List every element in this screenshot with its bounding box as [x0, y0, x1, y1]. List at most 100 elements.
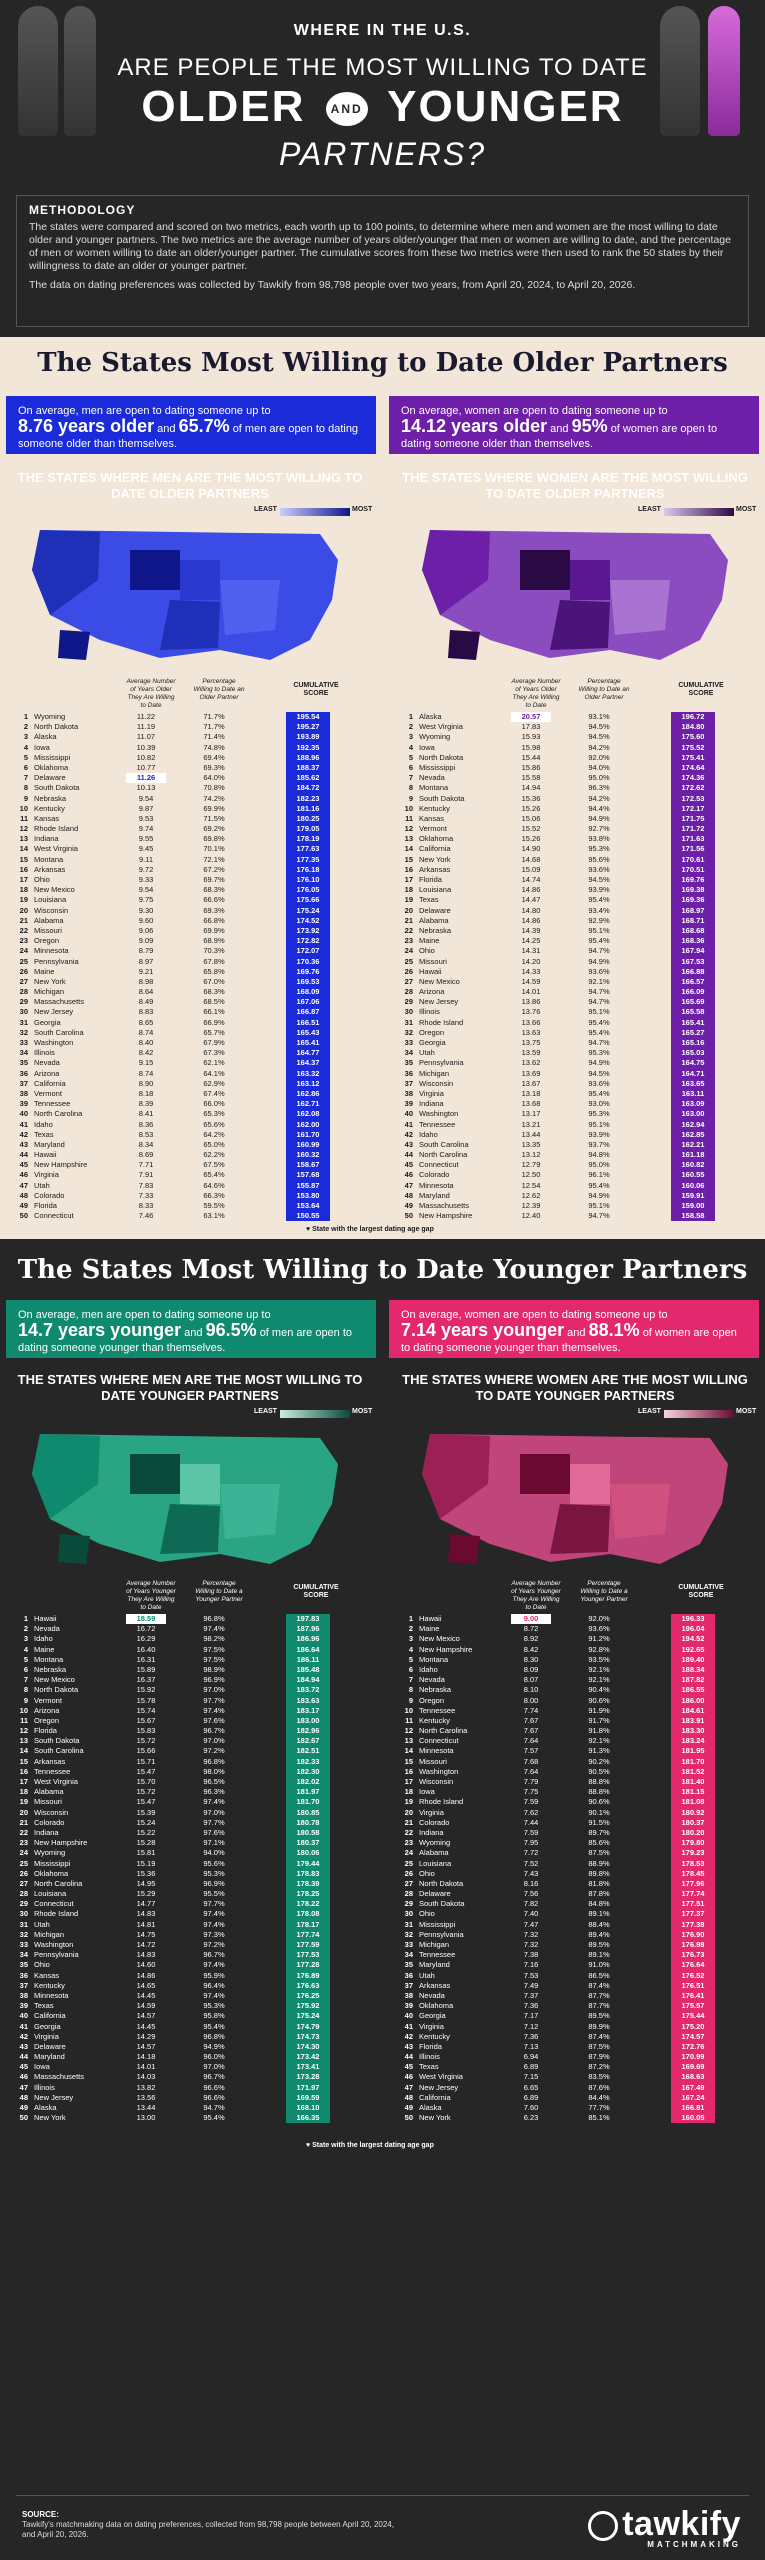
table-row: 43 South Carolina 13.35 93.7% 162.21	[399, 1139, 759, 1151]
rank-cell: 31	[19, 1017, 28, 1027]
score-cell: 164.75	[671, 1058, 715, 1069]
table-row: 44 Maryland 14.18 96.0% 173.42	[14, 2052, 374, 2063]
table-row: 8 Nebraska 8.10 90.4% 186.55	[399, 1685, 759, 1696]
years-cell: 14.45	[136, 2021, 156, 2031]
percent-cell: 95.6%	[588, 854, 610, 864]
percent-cell: 77.7%	[588, 2103, 610, 2112]
col-years-younger: Average Number of Years Younger They Are…	[126, 1580, 176, 1611]
score-cell: 175.57	[671, 2001, 715, 2012]
header-line-2: ARE PEOPLE THE MOST WILLING TO DATE	[117, 54, 648, 81]
score-cell: 177.38	[671, 1919, 715, 1930]
footer-bg	[0, 2160, 765, 2560]
score-cell: 169.76	[671, 875, 715, 886]
table-row: 44 Hawaii 8.69 62.2% 160.32	[14, 1150, 374, 1161]
table-row: 46 Colorado 12.50 96.1% 160.55	[399, 1170, 759, 1181]
percent-cell: 93.6%	[588, 864, 610, 874]
rank-cell: 13	[404, 1736, 413, 1746]
rank-cell: 48	[19, 1190, 28, 1200]
rank-cell: 9	[23, 793, 28, 803]
years-cell: 6.65	[523, 2082, 539, 2092]
percent-cell: 95.4%	[588, 1027, 610, 1037]
score-cell: 168.68	[671, 925, 715, 937]
table-row: 12 North Carolina 7.67 91.8% 183.30	[399, 1726, 759, 1737]
years-cell: 8.83	[138, 1007, 154, 1017]
years-cell: 15.72	[136, 1787, 156, 1797]
state-cell: Washington	[34, 1940, 74, 1949]
score-cell: 192.35	[286, 742, 330, 753]
years-cell: 8.79	[138, 946, 154, 956]
state-cell: Georgia	[419, 2011, 446, 2021]
table-row: 31 Georgia 8.65 66.9% 166.51	[14, 1017, 374, 1028]
rank-cell: 33	[19, 1038, 28, 1047]
rank-cell: 25	[19, 1858, 28, 1868]
score-cell: 172.82	[286, 936, 330, 947]
state-cell: North Carolina	[419, 1150, 468, 1160]
score-cell: 164.37	[286, 1058, 330, 1069]
table-row: 1 Wyoming 11.22 71.7% 195.54	[14, 712, 374, 723]
years-cell: 14.18	[136, 2052, 156, 2062]
score-cell: 163.11	[671, 1088, 715, 1100]
state-cell: Pennsylvania	[419, 1929, 464, 1939]
older-men-us-map	[32, 530, 338, 660]
years-cell: 12.40	[521, 1211, 541, 1221]
percent-cell: 94.7%	[588, 1038, 610, 1047]
state-cell: Connecticut	[34, 1899, 74, 1909]
table-row: 4 Iowa 10.39 74.8% 192.35	[14, 742, 374, 753]
years-cell: 11.26	[126, 773, 166, 784]
years-cell: 8.69	[138, 1150, 154, 1160]
score-cell: 178.53	[671, 1858, 715, 1869]
years-cell: 15.66	[136, 1746, 156, 1756]
score-cell: 194.52	[671, 1634, 715, 1645]
years-cell: 8.90	[138, 1078, 154, 1088]
score-cell: 181.70	[286, 1797, 330, 1808]
years-cell: 13.35	[521, 1139, 541, 1149]
rank-cell: 37	[404, 1078, 413, 1088]
table-row: 43 Delaware 14.57 94.9% 174.30	[14, 2041, 374, 2053]
percent-cell: 66.1%	[203, 1007, 225, 1017]
score-cell: 177.59	[286, 1940, 330, 1951]
percent-cell: 97.4%	[203, 1909, 225, 1919]
score-cell: 175.20	[671, 2021, 715, 2032]
years-cell: 13.66	[521, 1017, 541, 1027]
percent-cell: 92.8%	[588, 1644, 610, 1654]
state-cell: Pennsylvania	[419, 1058, 464, 1068]
rank-cell: 5	[408, 752, 413, 762]
rank-cell: 11	[405, 813, 413, 823]
state-cell: Vermont	[34, 1088, 62, 1098]
rank-cell: 24	[404, 1848, 413, 1858]
years-cell: 20.57	[511, 712, 551, 723]
table-row: 10 Tennessee 7.74 91.9% 184.61	[399, 1705, 759, 1716]
state-cell: Ohio	[34, 875, 50, 884]
score-cell: 167.49	[671, 2082, 715, 2093]
percent-cell: 71.4%	[203, 732, 225, 742]
years-cell: 8.74	[138, 1027, 154, 1037]
years-cell: 15.67	[136, 1715, 156, 1725]
state-cell: Wyoming	[419, 732, 451, 742]
table-row: 47 Minnesota 12.54 95.4% 160.06	[399, 1180, 759, 1191]
rank-cell: 3	[408, 732, 413, 742]
table-row: 13 South Dakota 15.72 97.0% 182.67	[14, 1736, 374, 1747]
rank-cell: 21	[404, 1817, 413, 1827]
state-cell: South Dakota	[34, 1736, 80, 1746]
state-cell: West Virginia	[419, 2072, 463, 2082]
table-row: 49 Massachusetts 12.39 95.1% 159.00	[399, 1201, 759, 1212]
state-cell: Alaska	[419, 712, 442, 721]
score-cell: 188.96	[286, 752, 330, 763]
state-cell: Minnesota	[34, 1990, 69, 2000]
years-cell: 9.00	[511, 1614, 551, 1625]
percent-cell: 89.5%	[588, 2011, 610, 2021]
percent-cell: 97.7%	[203, 1695, 225, 1705]
table-row: 27 New York 8.98 67.0% 169.53	[14, 976, 374, 988]
state-cell: Virginia	[34, 2031, 59, 2041]
rank-cell: 39	[19, 1099, 28, 1109]
table-row: 32 Michigan 14.75 97.3% 177.74	[14, 1929, 374, 1941]
state-cell: South Dakota	[419, 793, 465, 803]
years-cell: 12.79	[521, 1160, 541, 1170]
state-cell: New York	[34, 976, 66, 986]
rank-cell: 17	[19, 1777, 28, 1786]
heart-icon: ♥	[306, 1226, 311, 1233]
table-row: 5 Montana 8.30 93.5% 189.40	[399, 1654, 759, 1665]
score-cell: 184.94	[286, 1675, 330, 1686]
rank-cell: 15	[404, 1756, 413, 1766]
state-cell: Massachusetts	[419, 1201, 470, 1210]
